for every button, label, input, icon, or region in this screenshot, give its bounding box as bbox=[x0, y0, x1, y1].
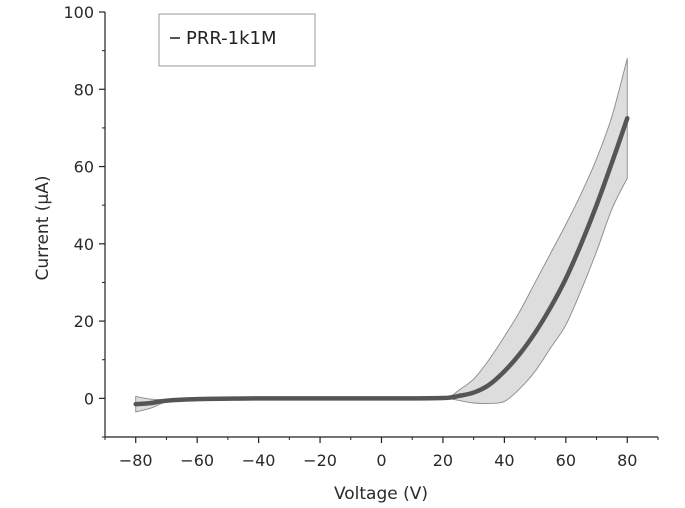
x-tick-label: 40 bbox=[494, 451, 514, 470]
y-axis-title: Current (μA) bbox=[33, 176, 53, 281]
y-tick-label: 60 bbox=[74, 158, 94, 177]
confidence-band-layer bbox=[135, 58, 628, 413]
y-tick-label: 40 bbox=[74, 235, 94, 254]
series-line-layer bbox=[133, 116, 630, 407]
x-tick-label: 80 bbox=[617, 451, 637, 470]
x-tick-label: −60 bbox=[180, 451, 214, 470]
y-tick-label: 80 bbox=[74, 80, 94, 99]
legend: PRR-1k1M bbox=[158, 13, 316, 67]
y-tick-label: 20 bbox=[74, 312, 94, 331]
x-tick-label: −80 bbox=[119, 451, 153, 470]
series-line-0 bbox=[133, 116, 630, 407]
x-tick-label: −20 bbox=[303, 451, 337, 470]
x-tick-label: 0 bbox=[376, 451, 386, 470]
ticks: −80 −60 −40 −20 0 20 40 60 80 0 20 40 60 80 100 bbox=[63, 3, 659, 470]
y-tick-label: 100 bbox=[63, 3, 94, 22]
legend-entry-label: PRR-1k1M bbox=[186, 28, 277, 49]
x-axis-title: Voltage (V) bbox=[334, 484, 428, 504]
x-tick-label: 60 bbox=[556, 451, 576, 470]
x-tick-label: 20 bbox=[433, 451, 453, 470]
x-tick-label: −40 bbox=[242, 451, 276, 470]
y-tick-label: 0 bbox=[84, 389, 94, 408]
legend-box bbox=[158, 13, 316, 67]
confidence-band-0 bbox=[135, 58, 628, 413]
